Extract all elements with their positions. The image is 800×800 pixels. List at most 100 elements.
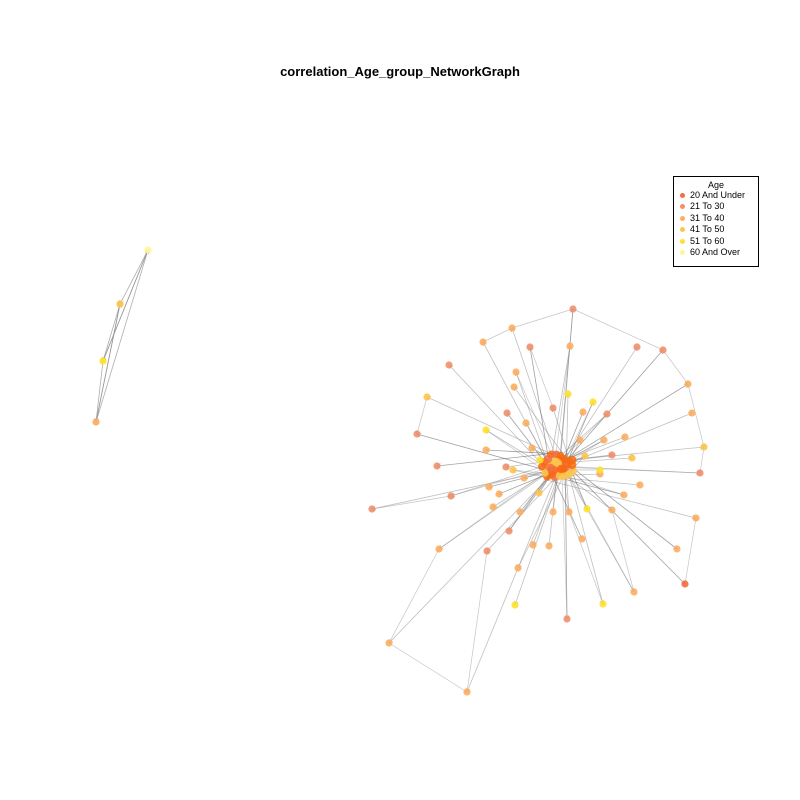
legend-label: 60 And Over xyxy=(690,246,741,257)
graph-edge xyxy=(562,412,583,462)
graph-node xyxy=(564,390,572,398)
graph-node xyxy=(516,508,524,516)
graph-edge xyxy=(466,551,487,693)
graph-edge xyxy=(515,371,556,466)
graph-edge xyxy=(570,455,612,461)
legend-item: 31 To 40 xyxy=(674,213,758,224)
graph-edge xyxy=(560,309,573,453)
graph-node xyxy=(541,469,549,477)
graph-node xyxy=(636,481,644,489)
graph-node xyxy=(503,409,511,417)
legend-swatch xyxy=(680,204,685,210)
legend-title: Age xyxy=(707,180,724,190)
graph-edge xyxy=(554,345,571,467)
graph-node xyxy=(528,444,536,452)
graph-node xyxy=(545,542,553,550)
graph-edge xyxy=(533,476,559,545)
graph-node xyxy=(526,343,534,351)
graph-edge xyxy=(513,470,547,478)
graph-edge xyxy=(102,250,148,362)
graph-edge xyxy=(529,346,553,408)
graph-edge xyxy=(545,479,696,518)
graph-edge xyxy=(564,401,594,462)
graph-edge xyxy=(388,549,439,644)
graph-edge xyxy=(563,413,608,458)
graph-edge xyxy=(417,396,428,434)
graph-node xyxy=(511,601,519,609)
graph-node xyxy=(433,462,441,470)
legend-item: 51 To 60 xyxy=(674,236,758,247)
graph-node xyxy=(608,506,616,514)
graph-edge xyxy=(489,471,550,487)
graph-edge xyxy=(550,471,582,539)
graph-node xyxy=(92,418,100,426)
graph-edge xyxy=(566,402,593,464)
graph-node xyxy=(578,535,586,543)
graph-edge xyxy=(96,360,104,422)
legend-swatch xyxy=(680,215,685,221)
graph-node xyxy=(546,463,555,472)
chart-title: correlation_Age_group_NetworkGraph xyxy=(280,64,520,79)
graph-node xyxy=(700,443,708,451)
legend-label: 31 To 40 xyxy=(690,212,725,223)
graph-node xyxy=(549,404,557,412)
graph-edge xyxy=(564,464,567,619)
graph-node xyxy=(563,615,571,623)
graph-edge xyxy=(439,471,550,549)
graph-node xyxy=(556,464,566,474)
graph-node xyxy=(510,383,518,391)
graph-node xyxy=(99,357,107,365)
graph-node xyxy=(581,452,589,460)
graph-edge xyxy=(561,464,634,592)
graph-node xyxy=(463,688,471,696)
legend-label: 21 To 30 xyxy=(690,201,725,212)
graph-edge xyxy=(562,460,568,620)
graph-node xyxy=(435,545,443,553)
legend-swatch xyxy=(680,227,685,233)
graph-node xyxy=(368,505,376,513)
graph-node xyxy=(696,469,704,477)
graph-edge xyxy=(565,464,603,604)
legend-item: 20 And Under xyxy=(674,190,758,201)
graph-edge xyxy=(562,460,685,584)
graph-node xyxy=(596,466,604,474)
graph-node xyxy=(589,398,597,406)
graph-edge xyxy=(687,383,704,447)
legend-item: 41 To 50 xyxy=(674,224,758,235)
graph-node xyxy=(535,489,543,497)
graph-node xyxy=(621,433,629,441)
graph-node xyxy=(576,436,584,444)
graph-node xyxy=(423,393,431,401)
graph-edge xyxy=(684,518,696,585)
graph-edge xyxy=(388,642,467,692)
graph-node xyxy=(543,454,553,464)
graph-node xyxy=(483,547,491,555)
graph-node xyxy=(583,505,591,513)
graph-edge xyxy=(700,446,705,473)
graph-edge xyxy=(509,474,551,531)
graph-edge xyxy=(530,347,551,471)
graph-edge xyxy=(120,249,149,304)
graph-node xyxy=(599,600,607,608)
graph-edge xyxy=(555,347,637,474)
graph-node xyxy=(603,410,611,418)
graph-node xyxy=(681,580,689,588)
graph-node xyxy=(565,508,573,516)
graph-edge xyxy=(570,440,604,459)
graph-node xyxy=(579,408,587,416)
graph-node xyxy=(514,564,522,572)
graph-edge xyxy=(427,397,559,458)
legend-item: 21 To 30 xyxy=(674,201,758,212)
graph-node xyxy=(482,446,490,454)
graph-edge xyxy=(561,308,574,458)
graph-node xyxy=(447,492,455,500)
edge-layer xyxy=(96,250,704,692)
graph-node xyxy=(659,346,667,354)
graph-node xyxy=(549,508,557,516)
node-layer xyxy=(92,246,708,696)
graph-node xyxy=(482,426,490,434)
graph-edge xyxy=(512,308,574,328)
graph-edge xyxy=(612,510,635,593)
legend-swatch xyxy=(680,193,685,198)
graph-node xyxy=(509,466,517,474)
